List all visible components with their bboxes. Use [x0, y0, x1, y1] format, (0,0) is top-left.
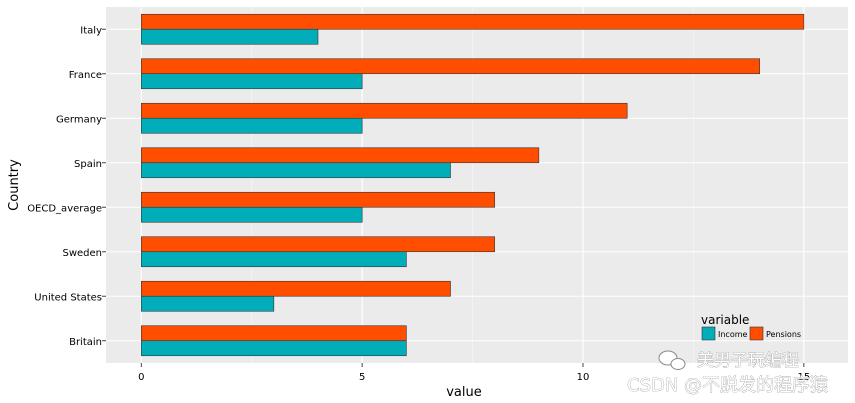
y-axis-title: Country: [7, 159, 22, 211]
legend-label-income: Income: [718, 330, 748, 339]
y-tick-label: OECD_average: [27, 203, 102, 214]
x-axis: 0 5 10 15: [138, 363, 810, 383]
bar-pensions-spain: [141, 147, 540, 164]
watermark-line-1: 美男子玩编程: [697, 351, 799, 371]
legend-label-pensions: Pensions: [766, 330, 801, 339]
y-tick-label: Germany: [56, 114, 102, 125]
legend-key-pensions: [749, 326, 764, 341]
bar-pensions-united-states: [141, 280, 451, 297]
x-tick-label: 5: [359, 372, 365, 383]
bar-income-oecd-average: [141, 206, 363, 223]
bars: [141, 13, 805, 357]
x-tick-label: 0: [138, 372, 144, 383]
bar-income-sweden: [141, 251, 407, 268]
y-tick-label: France: [69, 70, 102, 81]
legend: variable Income Pensions: [701, 313, 801, 341]
bar-income-france: [141, 73, 363, 90]
bar-pensions-oecd-average: [141, 191, 495, 208]
bar-income-spain: [141, 162, 451, 179]
watermark-line-2: CSDN @不脱发的程序猿: [627, 375, 828, 396]
x-axis-title: value: [446, 385, 482, 400]
bar-pensions-germany: [141, 102, 628, 119]
x-tick-label: 15: [797, 372, 810, 383]
y-tick-label: Britain: [69, 337, 102, 348]
legend-key-income: [701, 326, 716, 341]
y-axis: Italy France Germany Spain OECD_average Swede…: [27, 25, 106, 348]
y-tick-label: Italy: [80, 25, 102, 36]
y-tick-label: Sweden: [62, 248, 102, 259]
x-tick-label: 10: [577, 372, 590, 383]
bar-income-united-states: [141, 295, 275, 312]
bar-income-britain: [141, 340, 407, 357]
y-tick-label: United States: [34, 292, 102, 303]
bar-pensions-sweden: [141, 236, 495, 253]
bar-pensions-italy: [141, 13, 805, 30]
y-tick-label: Spain: [74, 159, 102, 170]
bar-income-germany: [141, 117, 363, 134]
bar-income-italy: [141, 28, 319, 45]
wechat-icon: [658, 350, 686, 370]
bar-pensions-britain: [141, 325, 407, 342]
legend-title: variable: [701, 313, 749, 327]
bar-pensions-france: [141, 58, 760, 75]
watermark: 美男子玩编程 CSDN @不脱发的程序猿: [627, 350, 828, 396]
